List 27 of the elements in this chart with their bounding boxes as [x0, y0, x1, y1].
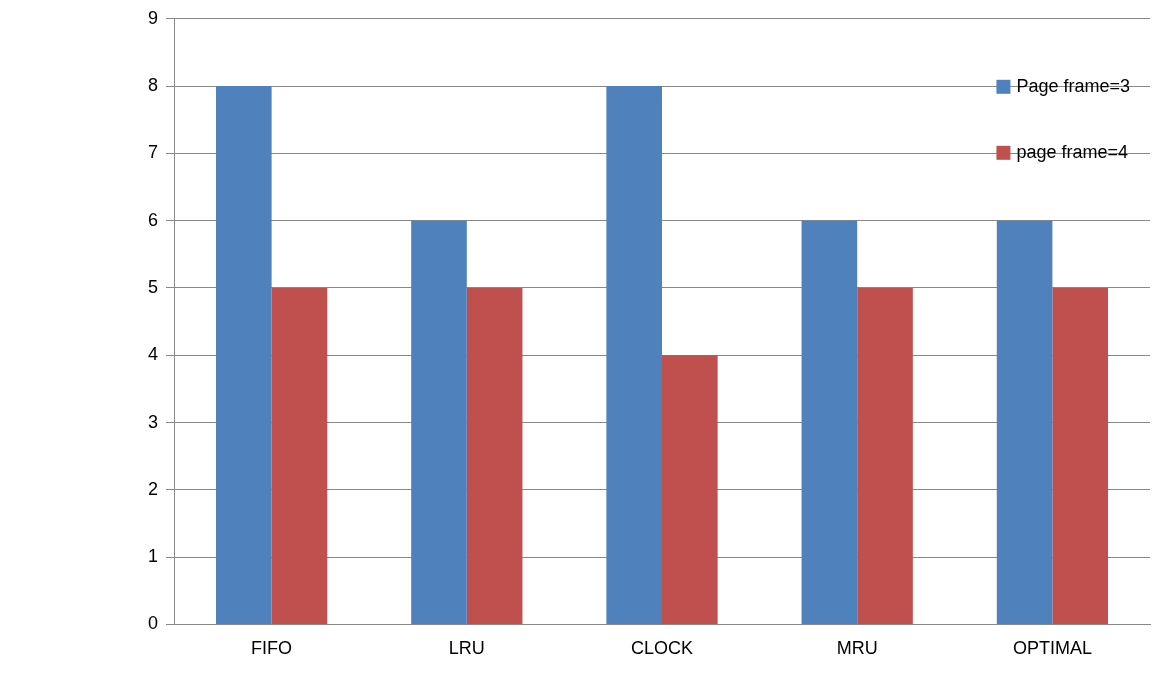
y-tick-label: 2 — [148, 478, 159, 499]
bar — [1052, 287, 1109, 624]
x-tick-label: CLOCK — [631, 638, 694, 659]
y-tick-label: 6 — [148, 209, 159, 230]
bar — [271, 287, 328, 624]
legend-label: page frame=4 — [1016, 141, 1129, 162]
x-tick-label: LRU — [448, 638, 485, 659]
y-tick-label: 4 — [148, 344, 159, 365]
y-tick-label: 8 — [148, 75, 159, 96]
y-tick-label: 7 — [148, 142, 159, 163]
y-tick-label: 0 — [148, 613, 159, 634]
bar — [215, 86, 272, 624]
bar — [606, 86, 663, 624]
bar — [857, 287, 913, 624]
y-tick-label: 3 — [148, 411, 159, 432]
y-tick-label: 5 — [148, 276, 159, 297]
legend-label: Page frame=3 — [1016, 75, 1131, 96]
x-tick-label: OPTIMAL — [1012, 638, 1092, 659]
bar — [801, 220, 858, 624]
x-tick-label: FIFO — [251, 638, 293, 659]
bar — [466, 287, 523, 624]
bar — [996, 220, 1053, 624]
bar — [411, 220, 467, 624]
y-tick-label: 1 — [148, 546, 159, 567]
x-tick-label: MRU — [836, 638, 878, 659]
y-tick-label: 9 — [148, 7, 159, 28]
bar — [662, 355, 718, 624]
